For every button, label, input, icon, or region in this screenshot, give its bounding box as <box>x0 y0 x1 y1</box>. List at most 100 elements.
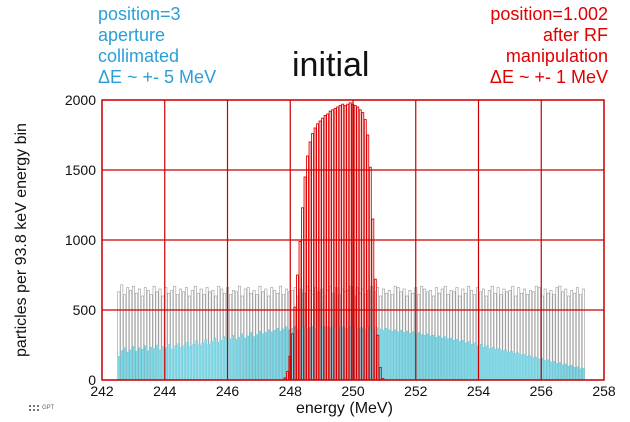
bar-aperture-collimated <box>393 329 396 381</box>
annotation-left: position=3 aperture collimated ΔE ~ +- 5… <box>98 4 216 88</box>
bar-aperture-collimated <box>399 330 402 381</box>
bar-aperture-collimated <box>570 365 573 381</box>
bar-aperture-collimated <box>132 346 136 381</box>
bar-aperture-collimated <box>159 349 163 381</box>
bar-initial <box>573 292 576 381</box>
bar-aperture-collimated <box>579 368 582 381</box>
bar-aperture-collimated <box>147 350 151 381</box>
bar-aperture-collimated <box>573 367 576 381</box>
bar-aperture-collimated <box>519 354 522 381</box>
bar-aperture-collimated <box>207 344 211 381</box>
bar-after-rf-manipulation <box>328 110 332 381</box>
bar-aperture-collimated <box>432 335 435 381</box>
bar-aperture-collimated <box>180 346 184 381</box>
bar-aperture-collimated <box>270 331 274 381</box>
bar-aperture-collimated <box>219 339 223 381</box>
bar-aperture-collimated <box>264 332 268 381</box>
bar-aperture-collimated <box>531 357 534 381</box>
bar-aperture-collimated <box>534 356 537 381</box>
bar-aperture-collimated <box>246 335 250 381</box>
bar-aperture-collimated <box>435 337 438 381</box>
bar-aperture-collimated <box>504 349 507 381</box>
bar-aperture-collimated <box>468 341 471 381</box>
bar-after-rf-manipulation <box>313 127 317 381</box>
x-tick-label: 256 <box>530 383 554 399</box>
annotation-left-line: aperture <box>98 25 166 45</box>
bar-aperture-collimated <box>123 347 127 381</box>
bar-aperture-collimated <box>183 344 187 381</box>
bar-aperture-collimated <box>483 346 486 381</box>
y-tick-label: 1000 <box>65 232 96 248</box>
bar-aperture-collimated <box>411 331 414 381</box>
bar-aperture-collimated <box>462 339 465 381</box>
bar-aperture-collimated <box>141 349 145 381</box>
x-axis-label: energy (MeV) <box>296 400 393 417</box>
bar-aperture-collimated <box>267 329 271 381</box>
annotation-left-line: ΔE ~ +- 5 MeV <box>98 67 217 87</box>
bar-aperture-collimated <box>582 367 585 381</box>
bar-aperture-collimated <box>213 337 217 381</box>
bar-aperture-collimated <box>135 351 139 381</box>
bar-initial <box>581 288 585 381</box>
bar-after-rf-manipulation <box>343 105 347 381</box>
bar-aperture-collimated <box>552 360 555 381</box>
x-tick-label: 258 <box>592 383 616 399</box>
bar-aperture-collimated <box>501 350 504 381</box>
bar-aperture-collimated <box>210 341 214 381</box>
bar-aperture-collimated <box>120 350 124 381</box>
bars-layer <box>117 102 585 381</box>
annotation-left-line: position=3 <box>98 4 181 24</box>
bar-aperture-collimated <box>486 345 489 381</box>
bar-aperture-collimated <box>177 343 181 381</box>
bar-aperture-collimated <box>231 335 235 381</box>
bar-aperture-collimated <box>543 360 546 381</box>
bar-aperture-collimated <box>129 349 133 381</box>
bar-after-rf-manipulation <box>358 109 362 381</box>
bar-aperture-collimated <box>555 363 558 381</box>
bar-aperture-collimated <box>447 338 450 381</box>
bar-aperture-collimated <box>507 351 510 381</box>
bar-aperture-collimated <box>237 337 241 381</box>
bar-aperture-collimated <box>513 353 516 381</box>
bar-aperture-collimated <box>234 339 238 381</box>
annotation-left-line: collimated <box>98 46 180 66</box>
bar-aperture-collimated <box>243 337 247 381</box>
bar-aperture-collimated <box>258 330 262 381</box>
bar-initial <box>576 287 579 381</box>
bar-aperture-collimated <box>510 351 513 381</box>
logo-text: GPT <box>42 405 55 411</box>
chart-title: initial <box>292 46 370 84</box>
bar-aperture-collimated <box>255 334 259 381</box>
bar-aperture-collimated <box>492 346 495 381</box>
bar-aperture-collimated <box>426 333 429 381</box>
x-tick-label: 242 <box>90 383 114 399</box>
x-tick-label: 244 <box>153 383 177 399</box>
bar-aperture-collimated <box>549 361 552 381</box>
bar-aperture-collimated <box>216 342 220 381</box>
bar-aperture-collimated <box>387 329 390 381</box>
annotation-right: position=1.002 after RF manipulation ΔE … <box>490 4 608 88</box>
annotation-right-line: position=1.002 <box>490 4 608 24</box>
x-tick-label: 250 <box>341 383 365 399</box>
x-tick-label: 248 <box>279 383 303 399</box>
bar-aperture-collimated <box>420 334 423 381</box>
bar-aperture-collimated <box>480 344 483 381</box>
bar-aperture-collimated <box>153 348 157 381</box>
x-tick-label: 252 <box>404 383 428 399</box>
bar-aperture-collimated <box>201 342 205 381</box>
bar-aperture-collimated <box>537 358 540 381</box>
logo-dots-icon <box>28 404 40 412</box>
bar-aperture-collimated <box>390 330 393 381</box>
bar-aperture-collimated <box>402 332 405 381</box>
bar-aperture-collimated <box>450 337 453 381</box>
bar-aperture-collimated <box>417 332 420 381</box>
x-tick-label: 246 <box>216 383 240 399</box>
x-tick-label: 254 <box>467 383 491 399</box>
bar-aperture-collimated <box>138 347 142 381</box>
grid-layer <box>101 99 605 381</box>
bar-aperture-collimated <box>276 328 280 381</box>
bar-aperture-collimated <box>516 352 519 381</box>
bar-aperture-collimated <box>489 348 492 381</box>
gpt-logo: GPT <box>28 404 54 412</box>
bar-aperture-collimated <box>567 365 570 381</box>
